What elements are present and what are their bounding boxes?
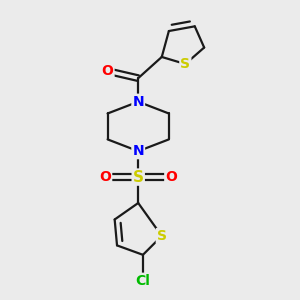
Text: S: S: [133, 169, 144, 184]
Text: S: S: [180, 57, 190, 71]
Text: O: O: [102, 64, 113, 78]
Text: S: S: [157, 229, 167, 243]
Text: O: O: [165, 170, 177, 184]
Text: N: N: [132, 95, 144, 109]
Text: N: N: [132, 144, 144, 158]
Text: Cl: Cl: [136, 274, 150, 288]
Text: O: O: [99, 170, 111, 184]
